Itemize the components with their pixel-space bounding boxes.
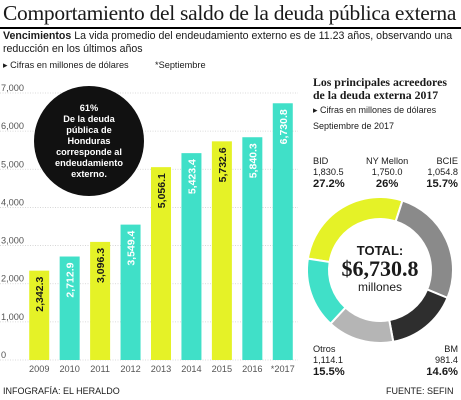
x-tick-label: 2010	[59, 364, 79, 374]
creditors-period: Septiembre de 2017	[313, 121, 395, 131]
y-tick-label: 5,000	[1, 159, 24, 169]
creditor-name: BID	[313, 156, 329, 166]
bar	[59, 256, 80, 360]
creditor-name: BCIE	[436, 156, 458, 166]
creditors-title: Los principales acreedores de la deuda e…	[313, 75, 447, 102]
creditor-value: 1,114.1	[313, 355, 343, 365]
creditor-value: 1,830.5	[313, 167, 344, 177]
bar-chart: 0 1,000 2,000 3,000 4,000 5,000 6,000 7,000 2,34…	[0, 83, 298, 374]
donut-center: TOTAL: $6,730.8 millones	[330, 243, 430, 294]
y-tick-label: 1,000	[1, 312, 24, 322]
x-tick-label: 2014	[181, 364, 201, 374]
bar-value-label: 5,732.6	[217, 147, 229, 182]
page-title: Comportamiento del saldo de la deuda púb…	[3, 1, 457, 25]
donut-total-unit: millones	[357, 280, 402, 294]
intro-bold: Vencimientos	[3, 30, 72, 42]
x-tick-label: 2015	[212, 364, 232, 374]
donut-slice	[388, 288, 449, 343]
bar	[181, 153, 202, 360]
creditor-pct: 15.5%	[313, 366, 345, 378]
intro-body: La vida promedio del endeudamiento exter…	[3, 30, 453, 55]
y-tick-label: 4,000	[1, 197, 24, 207]
creditor-ny-mellon: NY Mellon 1,750.0 26%	[366, 156, 408, 191]
creditors-units-text: Cifras en millones de dólares	[320, 105, 437, 115]
bar-value-label: 3,549.4	[126, 230, 138, 265]
creditor-value: 1,054.8	[427, 167, 458, 177]
bar	[242, 137, 263, 360]
x-tick-label: 2009	[29, 364, 49, 374]
creditor-name: BM	[444, 344, 458, 354]
creditor-bcie: BCIE 1,054.8 15.7%	[420, 156, 458, 191]
y-tick-label: 7,000	[1, 83, 24, 93]
creditor-bid: BID 1,830.5 27.2%	[313, 156, 345, 191]
creditor-pct: 14.6%	[426, 366, 458, 378]
x-tick-label: 2013	[151, 364, 171, 374]
x-tick-label: 2012	[120, 364, 140, 374]
bar	[90, 241, 111, 360]
bar-value-label: 2,342.3	[34, 277, 46, 312]
intro-text: Vencimientos La vida promedio del endeud…	[3, 30, 458, 56]
title-rule	[0, 27, 461, 29]
bar	[151, 167, 171, 360]
y-tick-label: 2,000	[1, 274, 24, 284]
creditors-units: ▸ Cifras en millones de dólares	[313, 105, 437, 115]
bar	[29, 270, 50, 360]
september-note: *Septiembre	[155, 60, 206, 70]
bar-value-label: 5,840.3	[247, 143, 259, 178]
creditor-value: 981.4	[435, 355, 458, 365]
y-tick-label: 0	[1, 350, 6, 360]
creditor-pct: 27.2%	[313, 178, 345, 190]
x-tick-label: *2017	[271, 364, 295, 374]
bar	[272, 103, 293, 360]
bar	[120, 224, 141, 360]
creditor-pct: 15.7%	[426, 178, 458, 190]
footer-source: FUENTE: SEFIN	[386, 386, 454, 396]
donut-total-label: TOTAL:	[356, 243, 404, 258]
bar-value-label: 6,730.8	[278, 109, 290, 144]
callout-circle: 61% De la deuda pública de Honduras corr…	[34, 86, 144, 196]
bar-value-label: 5,423.4	[186, 159, 198, 194]
creditor-name: Otros	[313, 344, 336, 354]
units-text: Cifras en millones de dólares	[10, 60, 129, 70]
creditor-value: 1,750.0	[371, 167, 403, 177]
callout-text: De la deuda pública de Honduras correspo…	[55, 113, 123, 179]
callout-percent: 61%	[79, 102, 99, 113]
creditor-bm: BM 981.4 14.6%	[420, 344, 458, 379]
creditor-otros: Otros 1,114.1 15.5%	[313, 344, 345, 379]
y-tick-label: 3,000	[1, 236, 24, 246]
x-tick-label: 2011	[90, 364, 110, 374]
bar-value-label: 3,096.3	[95, 248, 107, 283]
creditor-pct: 26%	[375, 178, 399, 190]
bar	[211, 141, 232, 360]
donut-slice	[306, 257, 347, 326]
bar-value-label: 2,712.9	[65, 262, 77, 297]
x-tick-label: 2016	[242, 364, 262, 374]
creditor-name: NY Mellon	[366, 156, 409, 166]
units-label: ▸ Cifras en millones de dólares	[3, 60, 129, 70]
bar-value-label: 5,056.1	[156, 173, 168, 208]
donut-total-value: $6,730.8	[341, 256, 419, 281]
donut-chart	[306, 196, 454, 344]
footer-credit: INFOGRAFÍA: EL HERALDO	[3, 386, 120, 396]
y-tick-label: 6,000	[1, 121, 24, 131]
